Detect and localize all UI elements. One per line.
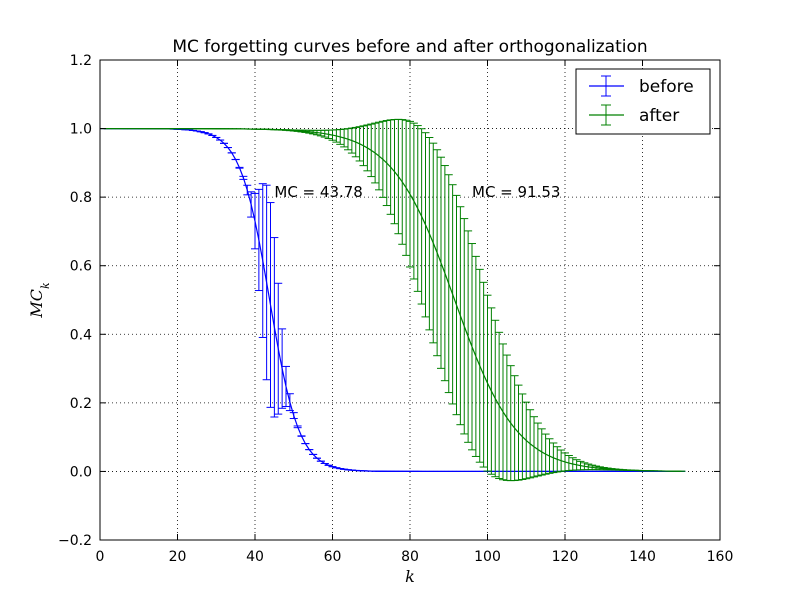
annotation-after: MC = 91.53 bbox=[472, 183, 560, 201]
x-axis-label: k bbox=[405, 567, 415, 586]
y-tick-label-6: 1.0 bbox=[70, 122, 92, 138]
x-tick-label-80: 80 bbox=[401, 549, 419, 565]
series-line-before bbox=[103, 127, 682, 473]
y-axis: −0.2 0.0 0.2 0.4 0.6 0.8 1.0 1.2 bbox=[58, 53, 720, 549]
series-after bbox=[99, 118, 686, 482]
x-tick-label-0: 0 bbox=[96, 549, 105, 565]
y-tick-label-3: 0.4 bbox=[70, 327, 92, 343]
series-line-after bbox=[103, 127, 682, 472]
y-axis-label-subscript: k bbox=[39, 282, 52, 289]
y-axis-label-main: MC bbox=[27, 289, 46, 319]
legend-entry-before: before bbox=[589, 75, 694, 97]
annotation-before: MC = 43.78 bbox=[274, 183, 362, 201]
legend-entry-after: after bbox=[589, 104, 679, 126]
x-tick-label-160: 160 bbox=[707, 549, 734, 565]
legend-label-after: after bbox=[639, 106, 679, 126]
y-tick-label-1: 0.0 bbox=[70, 464, 92, 480]
y-tick-label-2: 0.2 bbox=[70, 396, 92, 412]
x-tick-label-120: 120 bbox=[552, 549, 579, 565]
y-tick-label-0: −0.2 bbox=[58, 533, 92, 549]
legend: before after bbox=[575, 68, 711, 135]
legend-label-before: before bbox=[639, 77, 694, 97]
chart-title: MC forgetting curves before and after or… bbox=[172, 37, 647, 57]
x-tick-label-40: 40 bbox=[246, 549, 264, 565]
legend-box bbox=[575, 68, 711, 135]
annotation-layer: MC = 43.78 MC = 91.53 bbox=[274, 183, 560, 201]
series-layer bbox=[99, 118, 686, 482]
y-tick-label-7: 1.2 bbox=[70, 53, 92, 69]
x-tick-label-140: 140 bbox=[629, 549, 656, 565]
y-tick-label-5: 0.8 bbox=[70, 190, 92, 206]
x-tick-label-20: 20 bbox=[169, 549, 187, 565]
y-axis-label: MCk bbox=[27, 282, 52, 319]
y-tick-label-4: 0.6 bbox=[70, 259, 92, 275]
x-tick-label-100: 100 bbox=[474, 549, 501, 565]
x-axis: 0 20 40 60 80 100 120 140 160 bbox=[96, 60, 734, 565]
x-tick-label-60: 60 bbox=[324, 549, 342, 565]
